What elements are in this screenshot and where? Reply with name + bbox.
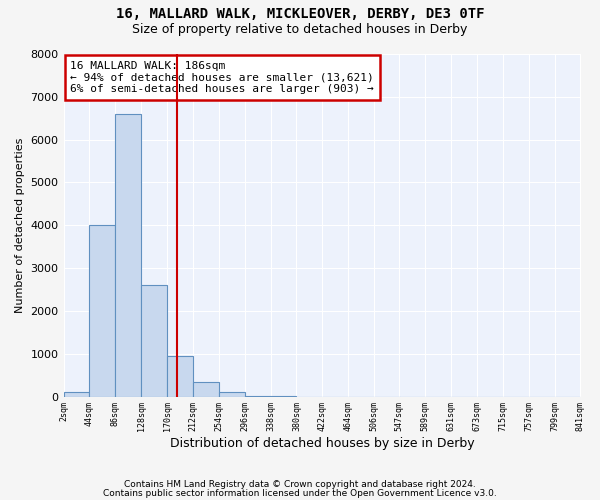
Bar (193, 382, 219, 396)
Bar (64, 392, 89, 396)
Bar (219, 392, 245, 396)
X-axis label: Distribution of detached houses by size in Derby: Distribution of detached houses by size … (170, 437, 475, 450)
Bar (167, 356, 193, 397)
Text: Contains public sector information licensed under the Open Government Licence v3: Contains public sector information licen… (103, 488, 497, 498)
Bar (115, 114, 141, 397)
Text: 16 MALLARD WALK: 186sqm
← 94% of detached houses are smaller (13,621)
6% of semi: 16 MALLARD WALK: 186sqm ← 94% of detache… (70, 61, 374, 94)
Text: 16, MALLARD WALK, MICKLEOVER, DERBY, DE3 0TF: 16, MALLARD WALK, MICKLEOVER, DERBY, DE3… (116, 8, 484, 22)
Bar (89, 226, 115, 396)
Text: Contains HM Land Registry data © Crown copyright and database right 2024.: Contains HM Land Registry data © Crown c… (124, 480, 476, 489)
Y-axis label: Number of detached properties: Number of detached properties (15, 138, 25, 313)
Bar (141, 285, 167, 397)
Text: Size of property relative to detached houses in Derby: Size of property relative to detached ho… (133, 22, 467, 36)
